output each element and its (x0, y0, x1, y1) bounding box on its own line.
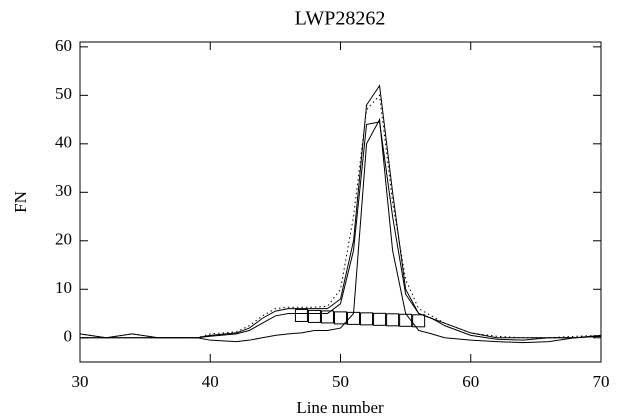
y-tick-label: 50 (55, 84, 72, 103)
square-marker (307, 309, 321, 323)
x-tick-label: 50 (332, 372, 349, 391)
plot-frame (79, 41, 602, 363)
square-marker (373, 312, 387, 326)
square-marker (294, 308, 308, 322)
x-tick-label: 70 (593, 372, 610, 391)
square-marker (334, 311, 347, 325)
series-line (79, 94, 602, 339)
y-tick-label: 0 (64, 327, 73, 346)
square-marker (399, 313, 413, 327)
series-line (80, 121, 602, 341)
square-marker (412, 314, 426, 328)
x-tick-label: 30 (72, 372, 89, 391)
y-tick-label: 10 (55, 278, 72, 297)
square-marker (360, 312, 374, 326)
y-tick-label: 20 (55, 230, 72, 249)
y-tick-label: 30 (55, 181, 72, 200)
chart-title: LWP28262 (295, 8, 386, 30)
series-line (80, 117, 602, 344)
square-marker (386, 313, 400, 327)
x-tick-label: 40 (202, 372, 219, 391)
square-marker (320, 310, 334, 324)
square-marker (347, 311, 361, 325)
x-axis-label: Line number (296, 398, 384, 417)
y-tick-label: 60 (55, 36, 72, 55)
series-line (79, 84, 602, 339)
y-axis-label: FN (11, 191, 30, 213)
x-tick-label: 60 (462, 372, 479, 391)
y-tick-label: 40 (55, 133, 72, 152)
